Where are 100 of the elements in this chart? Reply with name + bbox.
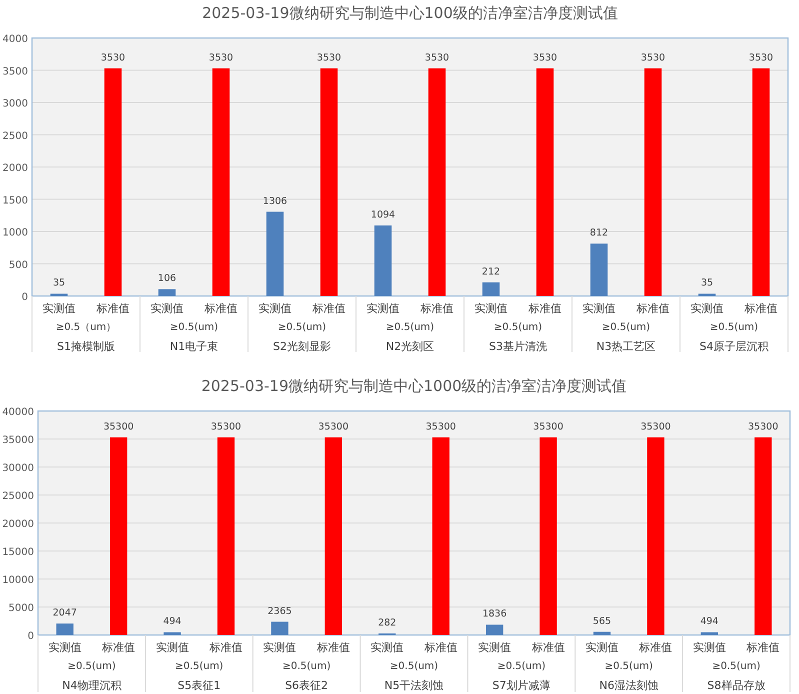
text: S7划片减薄 <box>492 679 550 692</box>
text: N5干法刻蚀 <box>384 679 444 692</box>
data-label: 212 <box>482 266 500 278</box>
data-label: 494 <box>163 616 182 628</box>
x-tick-label: 标准值 <box>316 641 350 654</box>
text: S3基片清洗 <box>489 340 547 353</box>
x-tick-label: 实测值 <box>582 302 616 315</box>
data-label: 3530 <box>424 52 450 64</box>
data-label: 2047 <box>52 608 77 619</box>
chart-title: 2025-03-19微纳研究与制造中心100级的洁净室洁净度测试值 <box>202 4 618 22</box>
text: ≥0.5(um) <box>494 322 542 333</box>
x-tick-label: 标准值 <box>204 302 238 315</box>
y-tick-label: 40000 <box>2 407 34 418</box>
text: ≥0.5(um) <box>497 661 546 672</box>
data-label: 3530 <box>208 52 234 64</box>
x-tick-label: 标准值 <box>312 302 346 315</box>
text: S8样品存放 <box>707 679 766 692</box>
text: ≥0.5(um) <box>278 322 326 333</box>
data-label: 35300 <box>640 421 671 432</box>
data-label: 1094 <box>370 209 396 220</box>
data-label: 282 <box>378 617 396 628</box>
x-tick-label: 标准值 <box>423 641 458 654</box>
x-tick-label: 实测值 <box>263 641 296 654</box>
text: S6表征2 <box>285 679 328 692</box>
bar <box>271 622 288 635</box>
y-tick-label: 4000 <box>2 34 28 45</box>
text: N4物理沉积 <box>62 679 122 692</box>
y-tick-label: 10000 <box>2 575 34 586</box>
data-label: 494 <box>700 616 718 628</box>
bar <box>164 632 181 635</box>
bar <box>324 437 342 635</box>
data-label: 35300 <box>318 421 349 432</box>
y-tick-label: 5000 <box>8 603 34 614</box>
x-tick-label: 实测值 <box>156 641 189 654</box>
bar <box>752 68 770 296</box>
x-tick-label: 标准值 <box>420 302 454 315</box>
y-tick-label: 1000 <box>2 228 28 238</box>
data-label: 35300 <box>533 421 564 432</box>
text: ≥0.5(um) <box>170 322 218 333</box>
bar <box>266 212 284 296</box>
data-label: 2365 <box>268 606 292 617</box>
x-tick-label: 实测值 <box>366 302 400 315</box>
bar <box>217 437 235 635</box>
text: ≥0.5(um) <box>602 322 650 333</box>
x-tick-label: 标准值 <box>746 641 780 654</box>
text: S2光刻显影 <box>273 340 331 353</box>
x-tick-label: 实测值 <box>150 302 184 315</box>
data-label: 3530 <box>532 52 558 64</box>
x-tick-label: 实测值 <box>42 302 76 315</box>
x-tick-label: 标准值 <box>208 641 242 654</box>
x-tick-label: 标准值 <box>744 302 778 315</box>
data-label: 35 <box>52 278 66 289</box>
x-tick-label: 标准值 <box>101 641 136 654</box>
bar <box>104 68 122 296</box>
bar <box>590 244 608 296</box>
y-tick-label: 3000 <box>2 98 28 110</box>
text: ≥0.5(um) <box>282 661 331 672</box>
chart-title: 2025-03-19微纳研究与制造中心1000级的洁净室洁净度测试值 <box>201 377 627 395</box>
data-label: 35300 <box>426 421 456 432</box>
bar <box>212 68 230 296</box>
data-label: 3530 <box>316 52 342 64</box>
bar <box>647 437 664 635</box>
x-tick-label: 实测值 <box>258 302 292 315</box>
bar <box>754 437 772 635</box>
data-label: 35 <box>700 278 714 289</box>
text: ≥0.5(um) <box>710 322 758 333</box>
y-tick-label: 35000 <box>2 435 34 446</box>
x-tick-label: 标准值 <box>636 302 670 315</box>
y-tick-label: 1500 <box>2 195 28 206</box>
y-tick-label: 0 <box>28 631 34 642</box>
y-tick-label: 15000 <box>2 547 34 558</box>
bar <box>110 437 128 635</box>
text: N2光刻区 <box>386 340 434 353</box>
data-label: 812 <box>590 228 608 239</box>
data-label: 106 <box>158 273 176 284</box>
text: ≥0.5(um) <box>68 661 116 672</box>
x-tick-label: 实测值 <box>692 641 726 654</box>
y-tick-label: 30000 <box>2 463 34 474</box>
bar <box>644 68 662 296</box>
text: ≥0.5(um) <box>712 661 760 672</box>
text: ≥0.5(um) <box>390 661 438 672</box>
data-label: 3530 <box>100 52 126 64</box>
bar <box>700 632 718 635</box>
data-label: 3530 <box>748 52 774 64</box>
text: ≥0.5(um) <box>604 661 654 672</box>
bar <box>482 282 500 296</box>
text: N6湿法刻蚀 <box>599 679 658 692</box>
bar <box>486 624 504 635</box>
data-label: 35300 <box>210 421 242 432</box>
x-tick-label: 实测值 <box>370 641 404 654</box>
text: ≥0.5（um） <box>56 322 116 333</box>
text: S1掩模制版 <box>57 340 115 353</box>
x-tick-label: 标准值 <box>638 641 672 654</box>
x-tick-label: 实测值 <box>478 641 512 654</box>
text: S5表征1 <box>178 679 221 692</box>
bar <box>158 289 176 296</box>
bar <box>374 225 392 296</box>
bar <box>428 68 446 296</box>
bar <box>432 437 450 635</box>
x-tick-label: 实测值 <box>586 641 618 654</box>
